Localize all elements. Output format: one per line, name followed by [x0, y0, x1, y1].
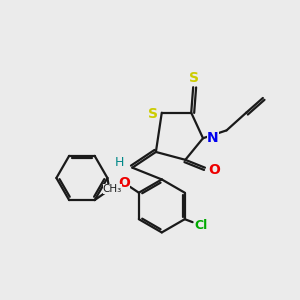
Text: H: H — [115, 156, 124, 169]
Text: CH₃: CH₃ — [103, 184, 122, 194]
Text: S: S — [148, 107, 158, 121]
Text: S: S — [189, 71, 199, 85]
Text: N: N — [207, 131, 219, 145]
Text: O: O — [118, 176, 130, 190]
Text: Cl: Cl — [195, 219, 208, 232]
Text: O: O — [208, 163, 220, 177]
